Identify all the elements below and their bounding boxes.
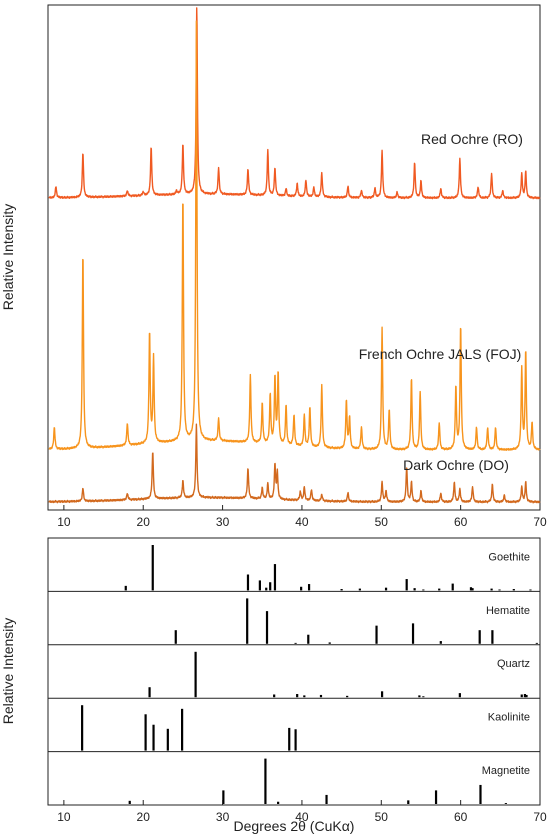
series-line-dark-ochre <box>48 423 541 504</box>
sample-tick-label: 40 <box>295 515 309 529</box>
sample-series-group: Red Ochre (RO) French Ochre JALS (FOJ) Dar… <box>48 7 541 504</box>
reference-label-quartz: Quartz <box>497 658 530 670</box>
reference-tick-label: 30 <box>216 810 230 824</box>
reference-tick-label: 20 <box>137 810 151 824</box>
reference-tick-label: 10 <box>57 810 71 824</box>
x-axis-title: Degrees 2θ (CuKα) <box>234 818 355 834</box>
reference-tick-label: 60 <box>454 810 468 824</box>
reference-plot-frame <box>47 537 541 806</box>
sample-plot-frame <box>47 4 541 511</box>
reference-label-goethite: Goethite <box>488 551 530 563</box>
series-label-french-ochre: French Ochre JALS (FOJ) <box>359 346 522 362</box>
reference-label-kaolinite: Kaolinite <box>488 712 530 724</box>
sample-tick-label: 20 <box>137 515 151 529</box>
sample-tick-label: 70 <box>533 515 547 529</box>
series-label-dark-ochre: Dark Ochre (DO) <box>403 457 509 473</box>
reference-subpanels: Goethite Hematite Quartz Kaolinite Magnetite <box>48 545 540 804</box>
sample-tick-label: 10 <box>57 515 71 529</box>
sample-tick-label: 60 <box>454 515 468 529</box>
sample-x-ticks: 10 20 30 40 50 60 70 <box>57 505 547 529</box>
reference-tick-label: 70 <box>533 810 547 824</box>
reference-label-magnetite: Magnetite <box>482 765 530 777</box>
reference-y-axis-title: Relative Intensity <box>0 618 16 725</box>
reference-tick-label: 50 <box>375 810 389 824</box>
series-line-red-ochre <box>48 7 541 200</box>
sample-tick-label: 50 <box>375 515 389 529</box>
series-line-french-ochre <box>48 20 541 451</box>
sample-tick-label: 30 <box>216 515 230 529</box>
series-label-red-ochre: Red Ochre (RO) <box>421 131 523 147</box>
sample-patterns-panel: Red Ochre (RO) French Ochre JALS (FOJ) Dar… <box>0 4 547 529</box>
reference-label-hematite: Hematite <box>486 605 530 617</box>
reference-x-ticks: 10 20 30 40 50 60 70 <box>57 800 547 824</box>
reference-tick-label: 40 <box>295 810 309 824</box>
sample-y-axis-title: Relative Intensity <box>0 204 16 311</box>
reference-patterns-panel: Goethite Hematite Quartz Kaolinite Magnetite… <box>0 537 547 834</box>
